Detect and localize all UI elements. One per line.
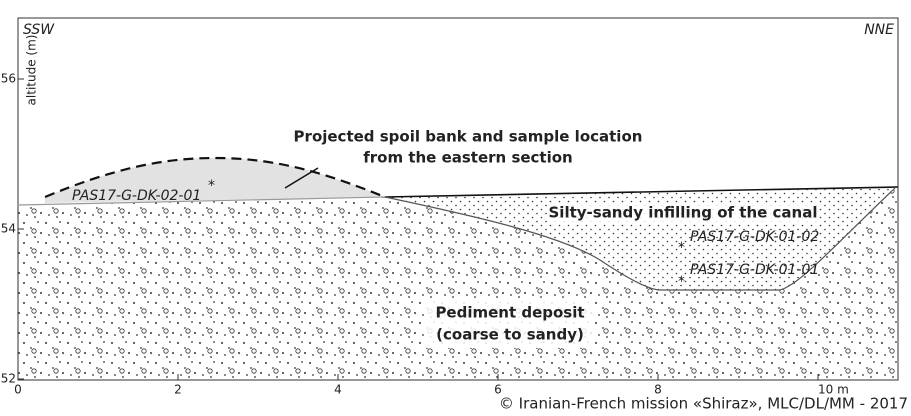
sample-label: PAS17-G-DK-01-01 [690,262,819,278]
section-diagram: SSW NNE altitude (m) Projected spoil ban… [0,0,911,416]
x-tick-label: 6 [494,383,502,397]
orientation-right: NNE [864,22,894,38]
sample-marker: * [208,178,215,194]
annotation: Pediment deposit [435,304,584,322]
credit: © Iranian-French mission «Shiraz», MLC/D… [499,395,908,413]
y-tick-label: 1854 [0,222,16,236]
annotation: from the eastern section [363,149,572,167]
x-tick-label: 8 [654,383,662,397]
annotation: Silty-sandy infilling of the canal [549,204,818,222]
sample-marker: * [678,240,685,256]
y-axis-label: altitude (m) [25,35,39,106]
y-tick-label: 1856 [0,72,16,86]
x-tick-label: 4 [334,383,342,397]
annotation: Projected spoil bank and sample location [294,128,643,146]
annotation: (coarse to sandy) [436,326,584,344]
x-tick-label: 10 m [818,383,849,397]
x-tick-label: 0 [14,383,22,397]
sample-label: PAS17-G-DK-01-02 [690,229,819,245]
sample-label: PAS17-G-DK-02-01 [72,188,201,204]
sample-marker: * [678,274,685,290]
x-tick-label: 2 [174,383,182,397]
